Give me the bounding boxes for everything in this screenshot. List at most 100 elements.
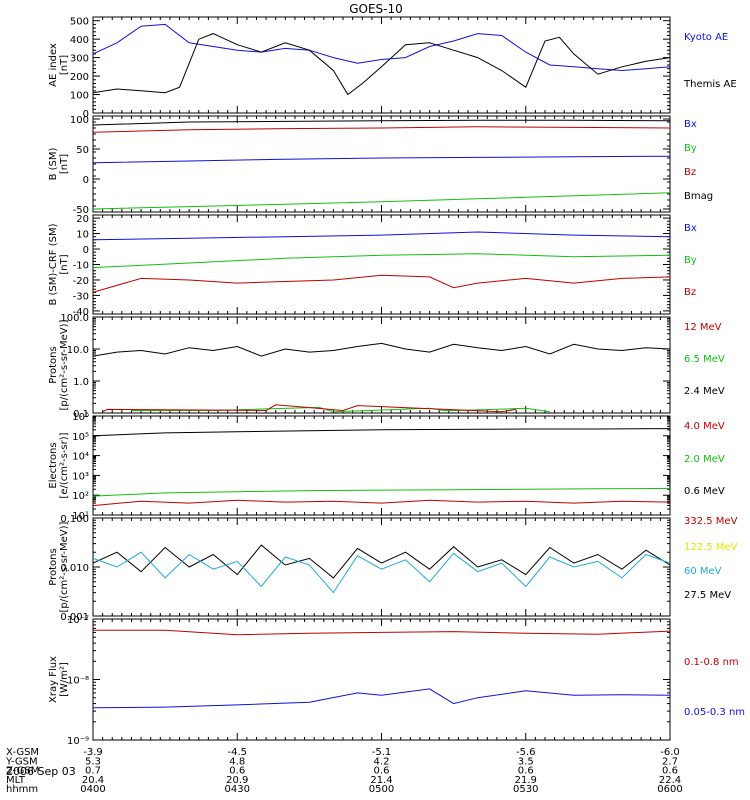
- chart-title: GOES-10: [349, 2, 403, 16]
- y-tick-label: 300: [70, 54, 89, 65]
- x-axis-ephemeris: X-GSM -3.9 -4.5 -5.1 -5.6 -6.0 Y-GSM 5.3 4.8 4.2 3…: [5, 747, 683, 795]
- panel-ae: 0 100 200 300 400 500 AE index [nT] Kyoto AE Them…: [48, 16, 737, 120]
- series-group: [93, 544, 670, 594]
- y-tick-label: 10⁴: [72, 452, 89, 463]
- ephemeris-value: -5.6: [516, 747, 536, 758]
- ephemeris-row-label: hhmm: [6, 784, 38, 795]
- series-group: [93, 23, 670, 96]
- panel-b: -50 0 50 100 B (SM) [nT] Bx By Bz Bmag: [48, 115, 713, 216]
- series-line-0-05-0-3-nm: [93, 688, 670, 709]
- ephemeris-value: 0400: [80, 784, 105, 795]
- y-tick-label: 100: [70, 115, 89, 126]
- y-tick-label: 0: [83, 175, 89, 186]
- legend-by: By: [684, 143, 697, 154]
- series-line-27-5-mev: [93, 544, 670, 579]
- ephemeris-value: 0530: [513, 784, 538, 795]
- panel-xray: 10⁻⁹ 10⁻⁸ 10⁻⁷ Xray Flux [W/m²] 0.1-0.8 nm 0.0…: [48, 615, 745, 747]
- y-axis-label: Protons: [48, 346, 59, 383]
- y-tick-label: 10⁻⁸: [67, 676, 89, 687]
- legend-kyoto-ae: Kyoto AE: [684, 32, 728, 43]
- ephemeris-value: 22.4: [659, 775, 681, 786]
- y-tick-label: 10⁻⁹: [67, 736, 89, 747]
- legend-by: By: [684, 255, 697, 266]
- y-tick-label: 10¹: [72, 511, 89, 522]
- y-tick-label: -20: [73, 276, 89, 287]
- ephemeris-row-label: Z-GSM: [6, 766, 39, 777]
- y-axis-label: [nT]: [59, 254, 70, 274]
- series-group: [93, 231, 670, 293]
- ephemeris-value: 3.5: [518, 756, 534, 767]
- ephemeris-value: 0430: [225, 784, 250, 795]
- y-tick-label: 10⁶: [72, 412, 89, 423]
- series-line-by: [93, 253, 670, 269]
- y-tick-label: 0.001: [60, 612, 89, 623]
- legend-27-5-mev: 27.5 MeV: [684, 590, 731, 601]
- ephemeris-value: -4.5: [227, 747, 247, 758]
- legend-bz: Bz: [684, 167, 696, 178]
- y-tick-label: 0: [83, 109, 89, 120]
- series-line-by: [93, 192, 670, 210]
- ephemeris-value: 0.6: [374, 766, 390, 777]
- ephemeris-value: 20.4: [82, 775, 104, 786]
- ephemeris-value: -3.9: [83, 747, 103, 758]
- legend-122-5-mev: 122.5 MeV: [684, 542, 738, 553]
- ephemeris-row-label: X-GSM: [6, 747, 39, 758]
- ephemeris-value: -5.1: [372, 747, 392, 758]
- ephemeris-row-label: MLT: [6, 775, 26, 786]
- y-tick-label: 10³: [72, 471, 89, 482]
- series-line-6-5-mev: [131, 406, 550, 413]
- series-group: [93, 629, 670, 709]
- ephemeris-value: 21.9: [515, 775, 537, 786]
- y-tick-label: 0.100: [60, 514, 89, 525]
- ephemeris-value: 20.9: [226, 775, 248, 786]
- ephemeris-row-label: Y-GSM: [5, 756, 38, 767]
- legend-0-1-0-8-nm: 0.1-0.8 nm: [684, 657, 739, 668]
- legend-0-05-0-3-nm: 0.05-0.3 nm: [684, 707, 745, 718]
- ephemeris-value: 21.4: [370, 775, 392, 786]
- y-axis-label: B (SM)-CRF (SM): [48, 223, 59, 305]
- y-tick-label: 0: [83, 245, 89, 256]
- y-axis-label: [p/(cm²-s-sr-MeV)]: [59, 521, 70, 612]
- series-line-2-0-mev: [93, 487, 670, 497]
- series-line-2-4-mev: [93, 342, 670, 357]
- panel-protons2: 0.001 0.010 0.100 Protons [p/(cm²-s-sr-MeV)]…: [48, 514, 738, 623]
- ephemeris-value: 0.6: [229, 766, 245, 777]
- legend-bz: Bz: [684, 287, 696, 298]
- panel-frame: [92, 618, 671, 741]
- series-line-bx: [93, 231, 670, 241]
- panel-protons1: 0.1 1.0 10.0 100.0 Protons [p/(cm²-s-sr-MeV)]…: [48, 313, 725, 420]
- legend-2-4-mev: 2.4 MeV: [684, 386, 725, 397]
- y-axis-label: AE index: [48, 43, 59, 87]
- y-tick-label: 100: [70, 91, 89, 102]
- y-tick-label: -10: [73, 261, 89, 272]
- ephemeris-value: 0.6: [662, 766, 678, 777]
- series-line-0-6-mev: [93, 428, 670, 437]
- y-tick-label: 0.1: [73, 409, 89, 420]
- y-axis-label: B (SM): [48, 147, 59, 180]
- chart-date: 2006 Sep 03: [6, 765, 76, 778]
- series-group: [93, 428, 670, 507]
- y-axis-label: Protons: [48, 548, 59, 585]
- legend-bx: Bx: [684, 119, 697, 130]
- series-line-themis-ae: [93, 33, 670, 96]
- legend-bmag: Bmag: [684, 191, 713, 202]
- y-tick-label: 20: [76, 214, 89, 225]
- ephemeris-value: 0500: [369, 784, 394, 795]
- legend-12-mev: 12 MeV: [684, 322, 722, 333]
- y-axis-label: Xray Flux: [48, 656, 59, 703]
- y-tick-label: 400: [70, 35, 89, 46]
- ephemeris-value: 0.7: [85, 766, 101, 777]
- y-tick-label: 10: [76, 230, 89, 241]
- legend-332-5-mev: 332.5 MeV: [684, 516, 738, 527]
- series-line-bmag: [93, 119, 670, 126]
- y-axis-label: [e/(cm²-s-sr)]: [59, 432, 70, 498]
- legend-themis-ae: Themis AE: [683, 79, 737, 90]
- y-tick-label: 50: [76, 145, 89, 156]
- series-line-bx: [93, 155, 670, 164]
- panel-frame: [92, 316, 671, 414]
- panel-bresid: -40 -30 -20 -10 0 10 20 B (SM)-CRF (SM) [nT] Bx By…: [48, 214, 697, 318]
- legend-2-0-mev: 2.0 MeV: [684, 454, 725, 465]
- legend-6-5-mev: 6.5 MeV: [684, 354, 725, 365]
- y-tick-label: 10⁵: [72, 432, 89, 443]
